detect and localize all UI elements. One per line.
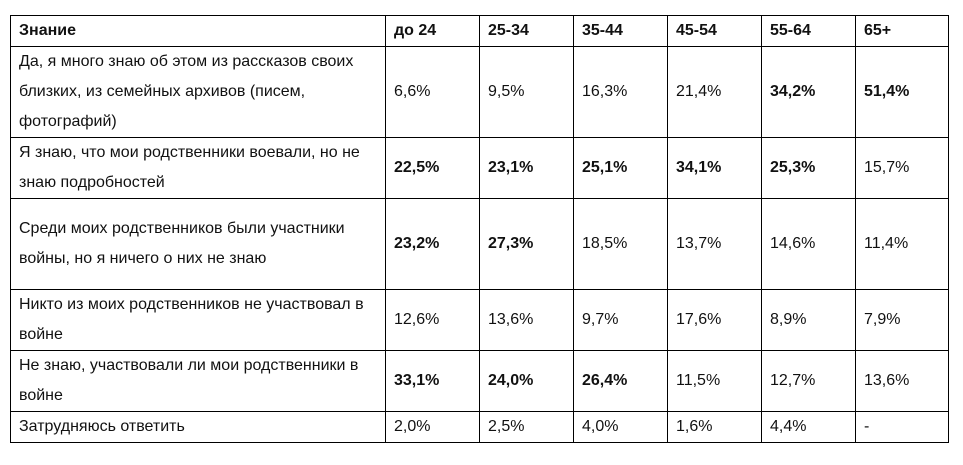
table-row: Затрудняюсь ответить 2,0% 2,5% 4,0% 1,6%… — [10, 411, 949, 443]
table-row: Не знаю, участвовали ли мои родственники… — [10, 350, 949, 412]
table-cell: 18,5% — [573, 198, 668, 290]
row-label: Среди моих родственников были участники … — [10, 198, 386, 290]
table-cell: 23,1% — [479, 137, 574, 199]
table-cell: 23,2% — [385, 198, 480, 290]
table-cell: 6,6% — [385, 46, 480, 138]
row-label: Я знаю, что мои родственники воевали, но… — [10, 137, 386, 199]
document-body: Знание до 24 25-34 35-44 45-54 55-64 65+… — [10, 15, 949, 443]
table-row: Среди моих родственников были участники … — [10, 198, 949, 290]
table-cell: 21,4% — [667, 46, 762, 138]
table-cell: 25,1% — [573, 137, 668, 199]
table-cell: 2,5% — [479, 411, 574, 443]
column-header-knowledge: Знание — [10, 15, 386, 47]
column-header-age-35-44: 35-44 — [573, 15, 668, 47]
table-cell: 4,4% — [761, 411, 856, 443]
table-cell: 12,6% — [385, 289, 480, 351]
knowledge-by-age-table: Знание до 24 25-34 35-44 45-54 55-64 65+… — [10, 15, 949, 443]
row-label: Да, я много знаю об этом из рассказов св… — [10, 46, 386, 138]
table-cell: 8,9% — [761, 289, 856, 351]
table-cell: 25,3% — [761, 137, 856, 199]
table-cell: 51,4% — [855, 46, 949, 138]
column-header-age-25-34: 25-34 — [479, 15, 574, 47]
table-cell: 16,3% — [573, 46, 668, 138]
table-row: Да, я много знаю об этом из рассказов св… — [10, 46, 949, 138]
table-cell: 7,9% — [855, 289, 949, 351]
table-cell: 9,5% — [479, 46, 574, 138]
column-header-age-55-64: 55-64 — [761, 15, 856, 47]
table-cell: 13,7% — [667, 198, 762, 290]
table-cell: 34,1% — [667, 137, 762, 199]
row-label: Не знаю, участвовали ли мои родственники… — [10, 350, 386, 412]
table-cell: 14,6% — [761, 198, 856, 290]
table-cell: 9,7% — [573, 289, 668, 351]
table-cell: 27,3% — [479, 198, 574, 290]
table-cell: 17,6% — [667, 289, 762, 351]
column-header-age-45-54: 45-54 — [667, 15, 762, 47]
table-header-row: Знание до 24 25-34 35-44 45-54 55-64 65+ — [10, 15, 949, 47]
table-row: Я знаю, что мои родственники воевали, но… — [10, 137, 949, 199]
table-cell: 33,1% — [385, 350, 480, 412]
table-cell: 24,0% — [479, 350, 574, 412]
table-cell: 12,7% — [761, 350, 856, 412]
table-cell: 11,5% — [667, 350, 762, 412]
table-cell: 22,5% — [385, 137, 480, 199]
table-cell: 34,2% — [761, 46, 856, 138]
table-row: Никто из моих родственников не участвова… — [10, 289, 949, 351]
table-cell: 11,4% — [855, 198, 949, 290]
table-cell: 1,6% — [667, 411, 762, 443]
column-header-age-under-24: до 24 — [385, 15, 480, 47]
column-header-age-65-plus: 65+ — [855, 15, 949, 47]
table-cell: 2,0% — [385, 411, 480, 443]
table-cell: 15,7% — [855, 137, 949, 199]
table-cell: 13,6% — [479, 289, 574, 351]
table-cell: 13,6% — [855, 350, 949, 412]
row-label: Затрудняюсь ответить — [10, 411, 386, 443]
table-cell: - — [855, 411, 949, 443]
table-cell: 4,0% — [573, 411, 668, 443]
row-label: Никто из моих родственников не участвова… — [10, 289, 386, 351]
table-cell: 26,4% — [573, 350, 668, 412]
